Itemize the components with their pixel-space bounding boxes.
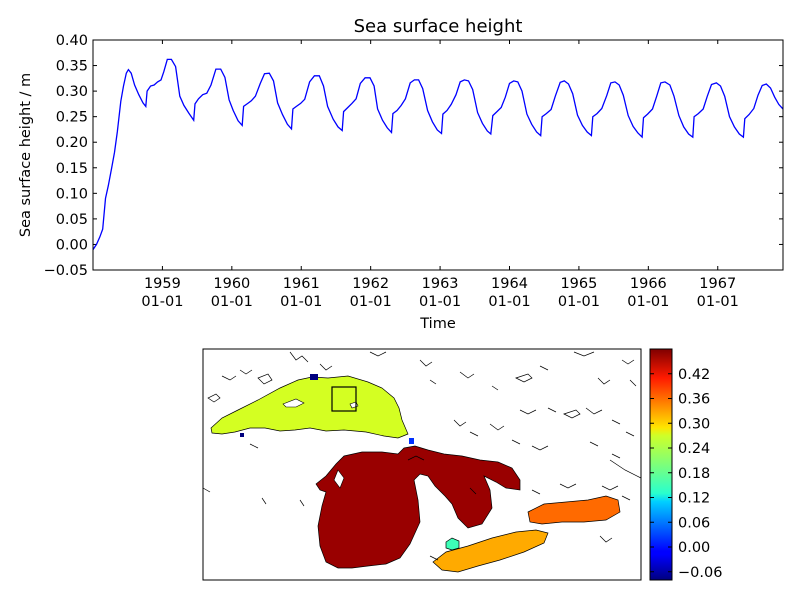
colorbar-ticks: 0.42 0.36 0.30 0.24 0.18 0.12 0.06 0.00 −0.06: [650, 367, 722, 581]
coastlines: [203, 351, 641, 561]
colorbar-tick-label: −0.06: [678, 565, 722, 581]
green-bay: [333, 469, 345, 489]
y-axis-ticks: −0.05 0.00 0.05 0.10 0.15 0.20 0.25 0.30 0.35 0.4…: [44, 33, 783, 279]
x-tick-label-date: 01-01: [488, 294, 530, 310]
colorbar-tick-label: 0.00: [678, 540, 710, 556]
colorbar: [649, 348, 673, 581]
x-tick-label-year: 1964: [491, 276, 528, 292]
sea-surface-height-line: [93, 58, 783, 250]
x-tick-label-date: 01-01: [211, 294, 253, 310]
channel-cell: [240, 433, 244, 437]
x-tick-label-date: 01-01: [697, 294, 739, 310]
lake-ontario: [527, 495, 621, 525]
x-tick-label-date: 01-01: [350, 294, 392, 310]
colorbar-tick-label: 0.24: [678, 441, 710, 457]
lake-michigan-huron: [315, 445, 521, 569]
x-tick-label-year: 1962: [352, 276, 389, 292]
y-tick-label: 0.40: [56, 33, 88, 49]
x-tick-label-date: 01-01: [558, 294, 600, 310]
x-tick-label-date: 01-01: [419, 294, 461, 310]
x-tick-label-year: 1960: [213, 276, 250, 292]
x-tick-label-year: 1967: [699, 276, 736, 292]
lake-erie: [432, 529, 549, 573]
x-tick-label-date: 01-01: [627, 294, 669, 310]
y-tick-label: −0.05: [44, 263, 88, 279]
y-tick-label: 0.20: [56, 135, 88, 151]
plot-frame: [92, 39, 784, 271]
y-tick-label: 0.35: [56, 59, 88, 75]
y-tick-label: 0.25: [56, 110, 88, 126]
x-axis-ticks: 1959 01-01 1960 01-01 1961 01-01 1962 01-01 1963…: [141, 40, 739, 310]
map-content: [203, 351, 641, 573]
colorbar-tick-label: 0.06: [678, 515, 710, 531]
y-tick-label: 0.05: [56, 212, 88, 228]
x-tick-label-year: 1963: [422, 276, 459, 292]
y-tick-label: 0.10: [56, 186, 88, 202]
x-tick-label-year: 1965: [560, 276, 597, 292]
x-tick-label-year: 1961: [283, 276, 320, 292]
map-frame: [202, 348, 642, 581]
colorbar-tick-label: 0.36: [678, 392, 710, 408]
nipigon-cell: [310, 374, 318, 380]
x-tick-label-year: 1959: [144, 276, 181, 292]
x-axis-label: Time: [419, 316, 456, 332]
y-tick-label: 0.30: [56, 84, 88, 100]
y-tick-label: 0.00: [56, 237, 88, 253]
selection-box: [331, 386, 357, 412]
superior-island: [282, 398, 305, 408]
y-tick-label: 0.15: [56, 161, 88, 177]
lake-superior: [210, 375, 409, 439]
colorbar-tick-label: 0.30: [678, 416, 710, 432]
colorbar-tick-label: 0.12: [678, 491, 710, 507]
lake-st-clair: [445, 537, 460, 551]
colorbar-tick-label: 0.42: [678, 367, 710, 383]
chart-title: Sea surface height: [354, 16, 523, 37]
channel-cell-east: [409, 438, 414, 444]
y-axis-label: Sea surface height / m: [18, 73, 34, 237]
x-tick-label-date: 01-01: [141, 294, 183, 310]
x-tick-label-year: 1966: [630, 276, 667, 292]
x-tick-label-date: 01-01: [280, 294, 322, 310]
colorbar-tick-label: 0.18: [678, 466, 710, 482]
